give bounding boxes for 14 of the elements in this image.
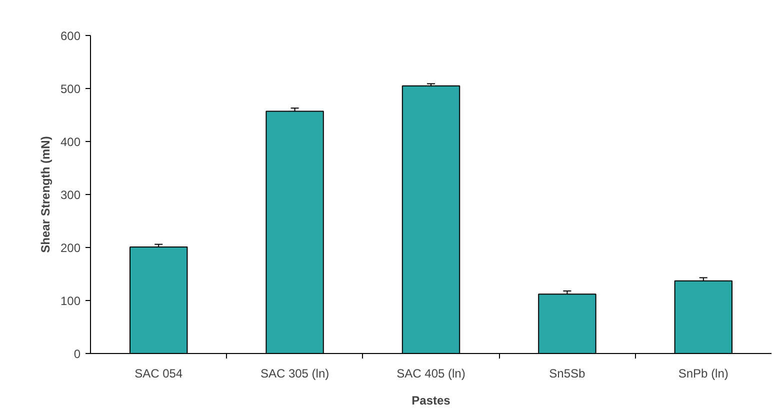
x-axis-title: Pastes [412, 394, 451, 408]
x-tick-label: Sn5Sb [549, 366, 586, 380]
y-axis-title: Shear Strength (mN) [38, 136, 52, 253]
y-tick-label: 600 [60, 29, 81, 43]
y-tick-label: 400 [60, 135, 81, 149]
x-tick-label: SnPb (ln) [678, 366, 728, 380]
x-tick-label: SAC 405 (ln) [396, 366, 466, 380]
x-tick-label: SAC 305 (ln) [260, 366, 330, 380]
x-tick-label: SAC 054 [134, 366, 183, 380]
y-tick-label: 100 [60, 294, 81, 308]
y-tick-label: 500 [60, 82, 81, 96]
y-tick-label: 200 [60, 241, 81, 255]
y-tick-label: 0 [74, 347, 81, 361]
y-tick-label: 300 [60, 188, 81, 202]
